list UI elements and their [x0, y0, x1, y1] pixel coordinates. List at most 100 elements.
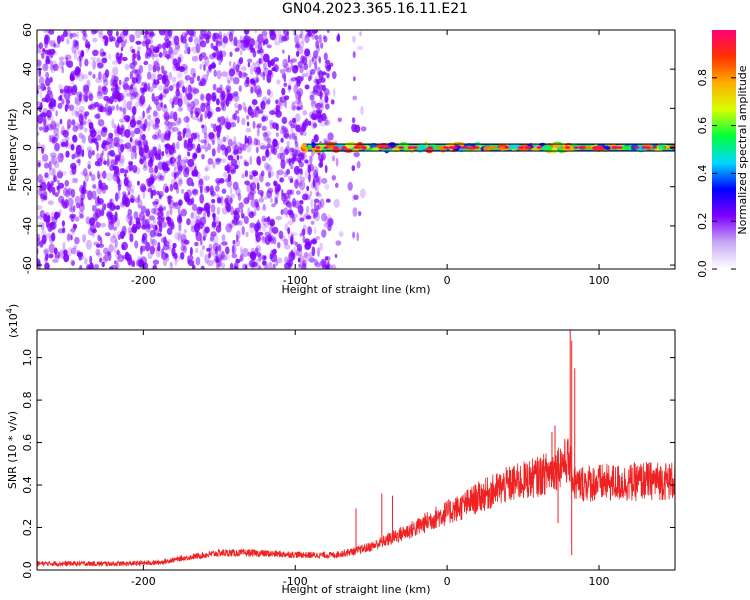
noise-blob	[238, 85, 242, 92]
noise-blob	[206, 137, 210, 146]
noise-blob	[315, 191, 320, 197]
noise-blob	[309, 155, 313, 165]
noise-blob	[158, 154, 161, 161]
noise-blob	[230, 39, 237, 46]
noise-blob	[152, 146, 158, 157]
noise-blob	[124, 253, 132, 262]
noise-blob	[234, 266, 239, 269]
noise-blob	[259, 48, 264, 54]
noise-blob	[218, 244, 222, 252]
noise-blob	[100, 172, 103, 178]
noise-blob	[252, 176, 259, 184]
noise-blob	[353, 76, 356, 82]
noise-blob	[282, 49, 285, 54]
noise-blob	[215, 193, 221, 198]
noise-blob	[88, 123, 94, 129]
noise-blob	[305, 205, 310, 214]
noise-blob	[281, 127, 288, 133]
noise-blob	[114, 260, 117, 265]
noise-blob	[54, 142, 60, 152]
noise-blob	[351, 123, 357, 133]
noise-blob	[95, 77, 102, 84]
noise-blob	[137, 180, 140, 186]
noise-blob	[57, 102, 63, 109]
noise-blob	[110, 264, 118, 269]
noise-blob	[312, 122, 318, 128]
noise-blob	[157, 73, 163, 81]
noise-blob	[321, 104, 325, 111]
noise-blob	[151, 207, 157, 215]
noise-blob	[249, 182, 257, 192]
noise-blob	[351, 165, 356, 172]
noise-blob	[134, 101, 139, 109]
noise-blob	[267, 69, 273, 76]
noise-blob	[210, 190, 216, 197]
noise-blob	[313, 134, 319, 143]
noise-blob	[118, 79, 122, 86]
noise-blob	[137, 204, 142, 209]
snr-y-ticks: 0.00.20.40.60.81.0	[21, 349, 675, 579]
noise-blob	[44, 256, 48, 263]
noise-blob	[247, 58, 253, 63]
noise-blob	[149, 245, 155, 255]
noise-blob	[111, 153, 117, 158]
noise-blob	[127, 208, 133, 216]
noise-blob	[195, 111, 200, 118]
noise-blob	[116, 104, 119, 111]
noise-blob	[294, 99, 301, 105]
noise-blob	[236, 115, 240, 124]
noise-blob	[42, 116, 47, 126]
noise-blob	[53, 247, 58, 255]
noise-blob	[323, 222, 330, 228]
noise-blob	[200, 102, 206, 113]
noise-blob	[63, 30, 68, 38]
noise-blob	[216, 180, 221, 186]
noise-blob	[300, 104, 304, 111]
noise-blob	[211, 221, 217, 228]
noise-blob	[50, 114, 54, 123]
noise-blob	[186, 30, 189, 35]
noise-blob	[106, 172, 113, 182]
noise-blob	[299, 33, 303, 39]
noise-blob	[301, 73, 309, 78]
noise-blob	[227, 173, 232, 182]
noise-blob	[199, 249, 204, 258]
noise-blob	[190, 132, 198, 140]
noise-blob	[331, 175, 336, 181]
noise-blob	[76, 159, 81, 164]
noise-blob	[288, 251, 295, 262]
noise-blob	[117, 123, 120, 133]
noise-blob	[317, 200, 322, 210]
noise-blob	[136, 68, 141, 77]
noise-blob	[147, 82, 150, 92]
noise-blob	[95, 221, 101, 228]
noise-blob	[83, 111, 87, 118]
noise-blob	[324, 59, 331, 65]
noise-blob	[121, 199, 128, 206]
noise-blob	[192, 88, 200, 94]
noise-blob	[162, 113, 168, 118]
noise-blob	[147, 63, 153, 71]
noise-blob	[223, 171, 228, 178]
signal-blob	[421, 143, 427, 150]
noise-blob	[91, 150, 95, 156]
noise-blob	[152, 64, 157, 73]
noise-blob	[43, 36, 49, 45]
noise-blob	[323, 52, 328, 61]
noise-blob	[59, 88, 64, 94]
noise-blob	[143, 34, 148, 40]
noise-blob	[320, 42, 324, 49]
noise-blob	[82, 187, 85, 194]
noise-blob	[327, 260, 330, 269]
noise-blob	[87, 105, 93, 110]
noise-blob	[210, 231, 217, 237]
noise-blob	[203, 202, 210, 212]
noise-blob	[109, 37, 113, 43]
noise-blob	[170, 40, 178, 46]
noise-blob	[173, 255, 181, 262]
noise-blob	[162, 42, 166, 50]
noise-blob	[338, 231, 344, 238]
noise-blob	[163, 104, 167, 109]
noise-blob	[80, 50, 85, 57]
noise-blob	[174, 42, 180, 50]
